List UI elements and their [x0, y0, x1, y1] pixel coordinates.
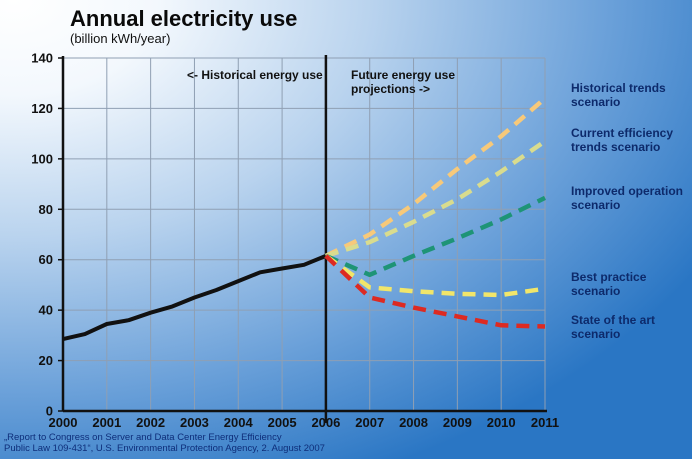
series-label-historical-trends: scenario — [571, 95, 620, 109]
series-label-improved-operation: Improved operation — [571, 184, 683, 198]
source-line-1: „Report to Congress on Server and Data C… — [4, 432, 282, 443]
axes — [61, 55, 547, 423]
x-tick-label: 2000 — [49, 415, 78, 430]
series-label-state-of-the-art: State of the art — [571, 313, 655, 327]
x-tick-label: 2010 — [487, 415, 516, 430]
source-line-2: Public Law 109-431“, U.S. Environmental … — [4, 443, 325, 454]
x-tick-label: 2006 — [311, 415, 340, 430]
series-line-state-of-the-art — [324, 254, 546, 329]
historical-annotation: <- Historical energy use — [187, 68, 323, 82]
future-annotation-line2: projections -> — [351, 82, 430, 96]
source-citation: „Report to Congress on Server and Data C… — [4, 432, 325, 454]
y-tick-label: 20 — [39, 353, 53, 368]
y-tick-label: 0 — [46, 404, 53, 419]
chart-title: Annual electricity use — [70, 6, 297, 31]
series-line-best-practice — [324, 254, 546, 298]
series-label-current-efficiency: Current efficiency — [571, 126, 673, 140]
x-tick-label: 2002 — [136, 415, 165, 430]
chart-subtitle: (billion kWh/year) — [70, 31, 170, 46]
series-line-improved-operation — [325, 195, 546, 278]
series-label-state-of-the-art: scenario — [571, 327, 620, 341]
series-label-best-practice: scenario — [571, 284, 620, 298]
series-label-historical-trends: Historical trends — [571, 81, 666, 95]
future-annotation-line1: Future energy use — [351, 68, 455, 82]
y-tick-label: 60 — [39, 252, 53, 267]
series-label-current-efficiency: trends scenario — [571, 140, 660, 154]
tick-labels: 0 20 40 60 80 100 120 140 2000 2001 2002 2003 2004 20… — [31, 51, 559, 431]
y-tick-label: 120 — [31, 101, 53, 116]
series-lines — [62, 96, 547, 342]
x-tick-label: 2009 — [443, 415, 472, 430]
y-tick-label: 80 — [39, 202, 53, 217]
series-line-historical-trends — [324, 96, 547, 258]
series-label-improved-operation: scenario — [571, 198, 620, 212]
series-line-historical — [62, 254, 327, 342]
y-tick-label: 100 — [31, 151, 53, 166]
x-tick-label: 2001 — [92, 415, 121, 430]
x-tick-label: 2004 — [224, 415, 254, 430]
y-tick-label: 140 — [31, 51, 53, 66]
x-tick-label: 2003 — [180, 415, 209, 430]
x-tick-label: 2008 — [399, 415, 428, 430]
x-tick-label: 2011 — [531, 415, 559, 430]
x-tick-label: 2005 — [268, 415, 297, 430]
x-tick-label: 2007 — [355, 415, 384, 430]
y-tick-label: 40 — [39, 303, 53, 318]
series-label-best-practice: Best practice — [571, 270, 647, 284]
